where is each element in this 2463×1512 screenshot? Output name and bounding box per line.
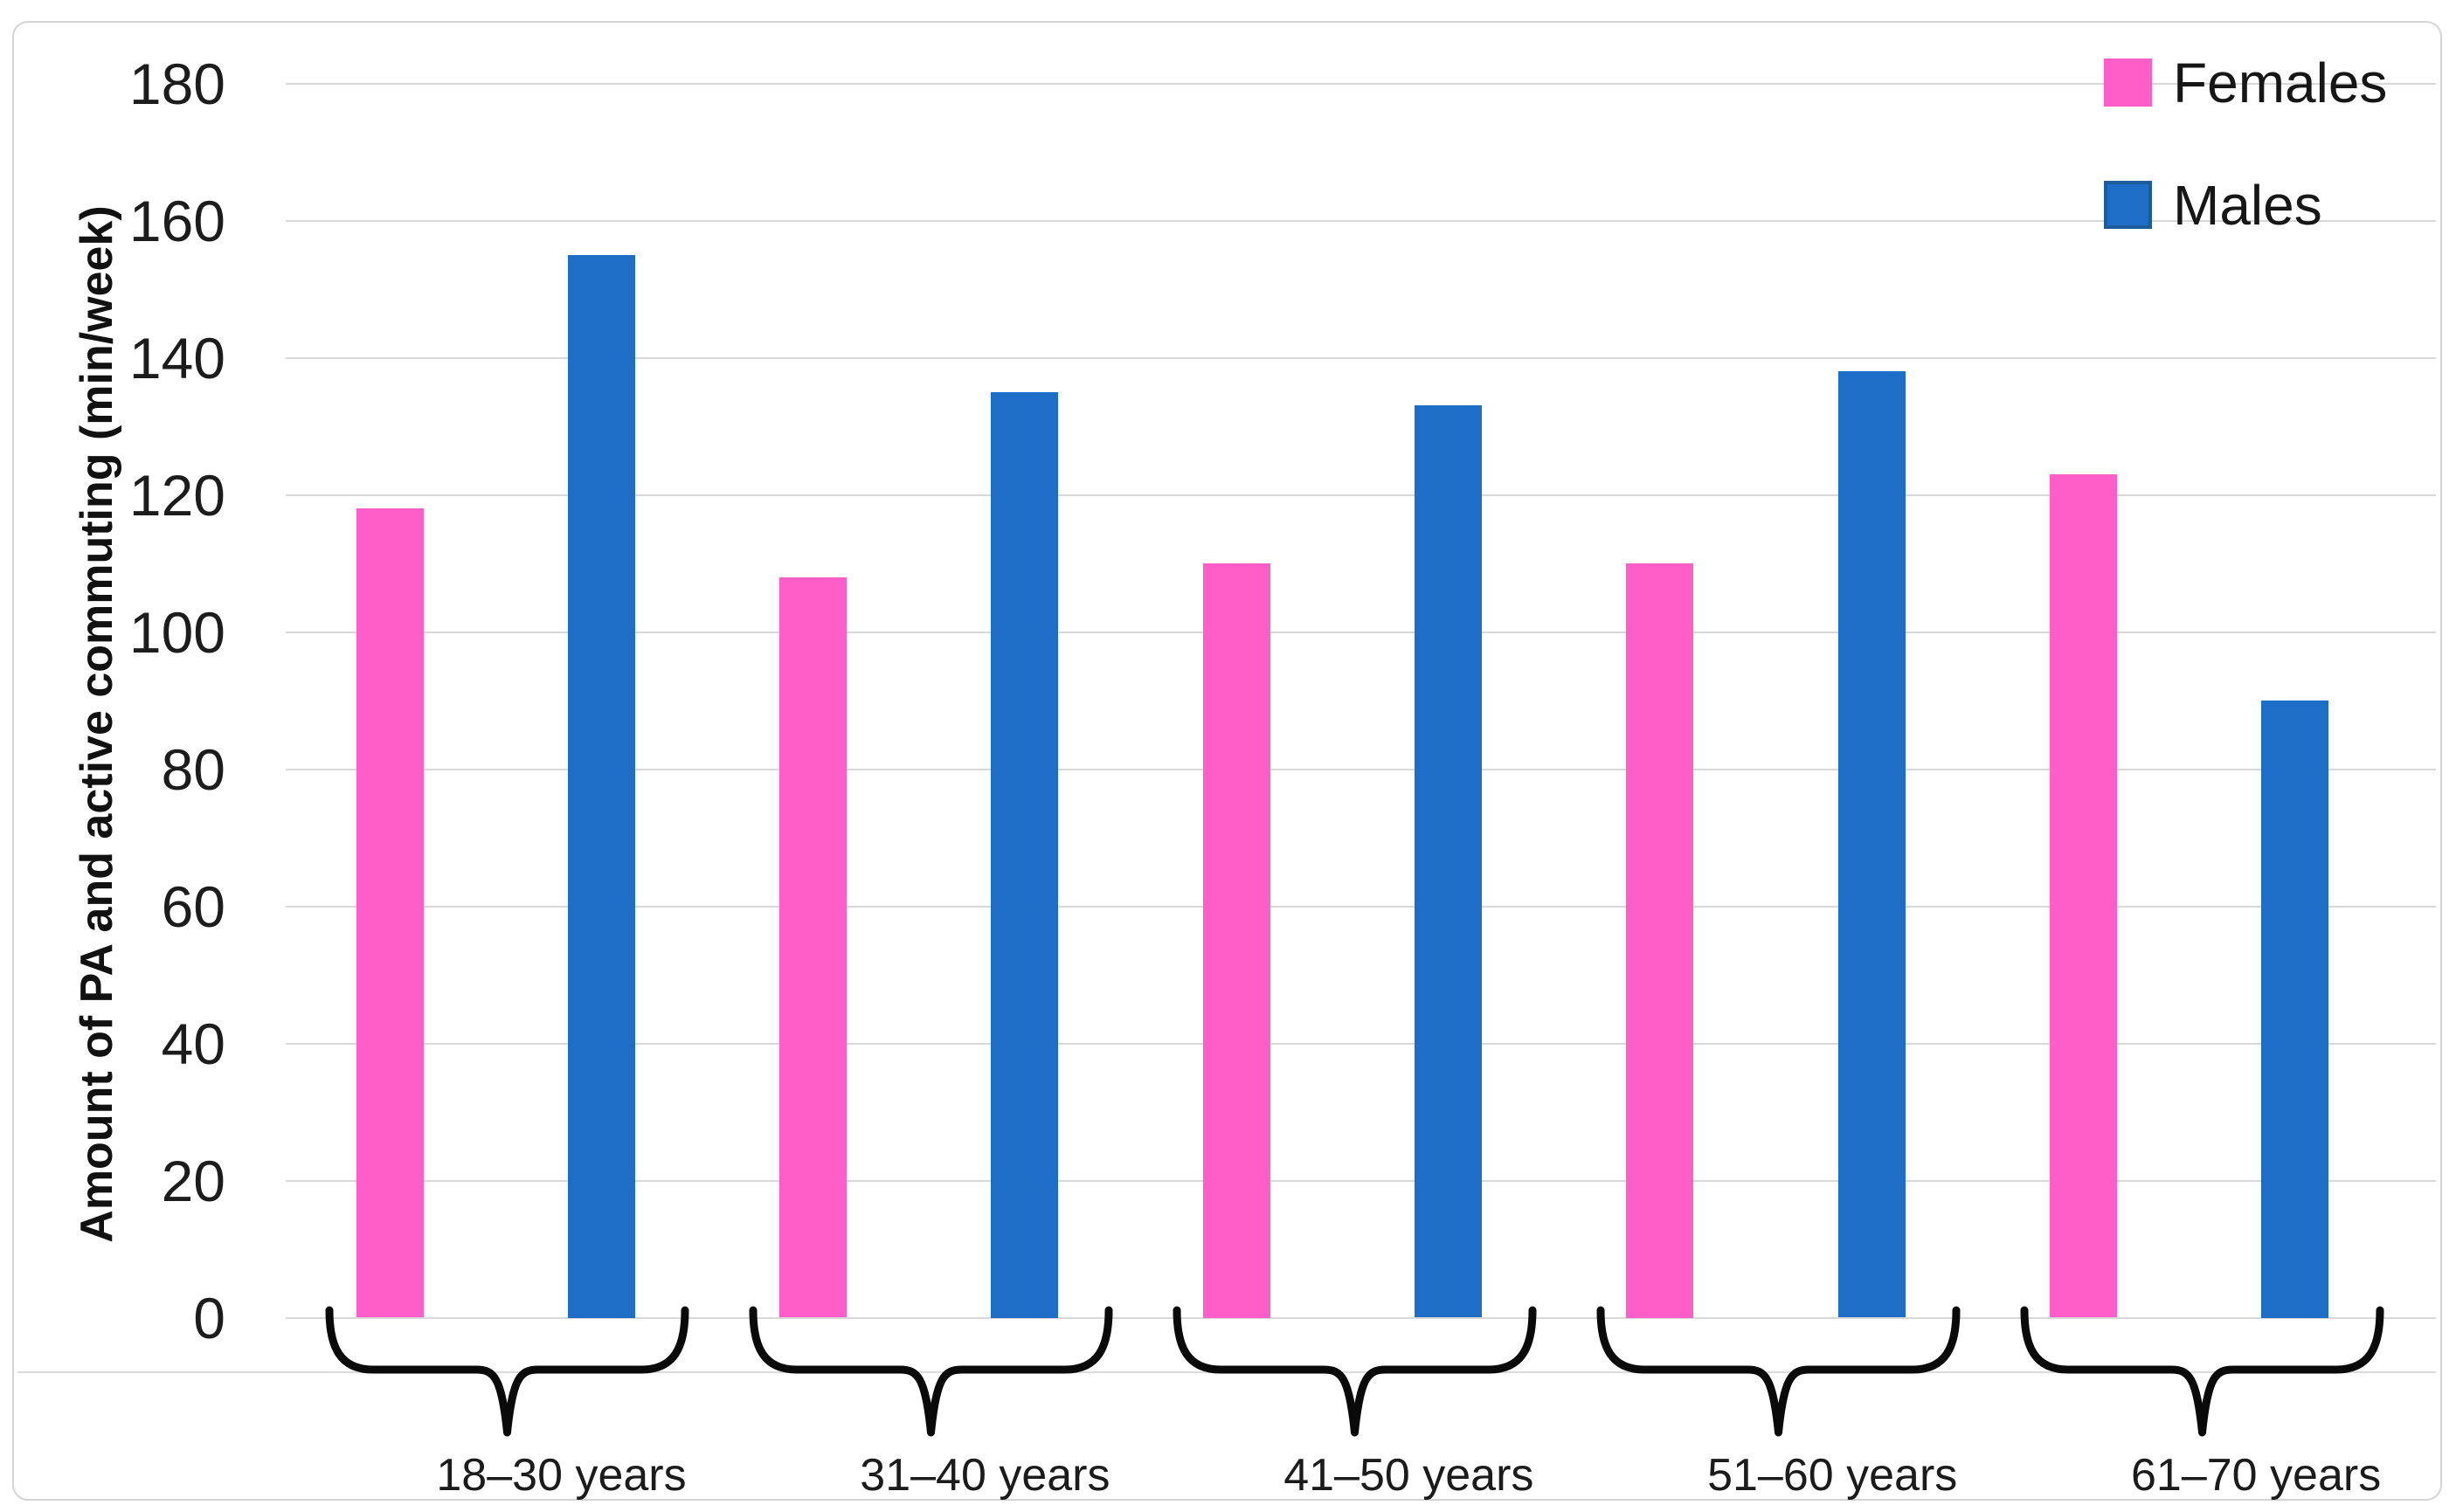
bar-males-18-30-years — [567, 254, 635, 1318]
bar-males-61-70-years — [2261, 701, 2329, 1318]
bar-females-41-50-years — [1202, 563, 1270, 1318]
y-tick-label-160: 160 — [128, 188, 225, 253]
gridline-140 — [286, 356, 2436, 359]
legend-swatch-females — [2104, 59, 2152, 107]
y-axis-title: Amount of PA and active commuting (min/w… — [72, 205, 122, 1243]
x-axis-label-18-30-years: 18–30 years — [436, 1450, 687, 1501]
gridline-180 — [286, 82, 2436, 85]
y-tick-label-180: 180 — [128, 51, 225, 116]
group-brace-31-40-years — [749, 1306, 1113, 1437]
gridline-80 — [286, 768, 2436, 770]
bar-males-51-60-years — [1837, 371, 1906, 1318]
gridline-120 — [286, 494, 2436, 496]
y-tick-label-20: 20 — [161, 1148, 225, 1213]
x-axis-label-41-50-years: 41–50 years — [1283, 1450, 1534, 1501]
y-tick-label-100: 100 — [128, 599, 225, 665]
gridline-40 — [286, 1042, 2436, 1045]
bar-females-51-60-years — [1626, 563, 1694, 1318]
gridline-0 — [286, 1316, 2436, 1319]
gridline-60 — [286, 905, 2436, 908]
y-tick-label-80: 80 — [161, 736, 225, 802]
group-brace-61-70-years — [2020, 1306, 2384, 1437]
group-brace-51-60-years — [1596, 1306, 1961, 1437]
bar-females-61-70-years — [2049, 473, 2117, 1318]
legend-swatch-males — [2104, 181, 2152, 229]
x-axis-label-51-60-years: 51–60 years — [1707, 1450, 1958, 1501]
y-tick-label-40: 40 — [161, 1011, 225, 1076]
gridline-20 — [286, 1179, 2436, 1182]
y-tick-label-60: 60 — [161, 873, 225, 939]
group-brace-41-50-years — [1173, 1306, 1537, 1437]
gridline-160 — [286, 219, 2436, 222]
y-tick-label-0: 0 — [193, 1285, 225, 1350]
legend-label-males: Males — [2173, 173, 2322, 237]
bar-females-18-30-years — [356, 508, 424, 1318]
bar-males-31-40-years — [991, 391, 1059, 1318]
chart-border — [12, 21, 2442, 1501]
x-axis-label-31-40-years: 31–40 years — [860, 1450, 1110, 1501]
bar-males-41-50-years — [1415, 405, 1482, 1318]
y-tick-label-120: 120 — [128, 462, 225, 528]
legend-label-females: Females — [2173, 51, 2388, 114]
x-axis-label-61-70-years: 61–70 years — [2130, 1450, 2382, 1501]
group-brace-18-30-years — [325, 1306, 689, 1437]
gridline-100 — [286, 631, 2436, 633]
y-tick-label-140: 140 — [128, 325, 225, 390]
bar-females-31-40-years — [779, 576, 848, 1318]
